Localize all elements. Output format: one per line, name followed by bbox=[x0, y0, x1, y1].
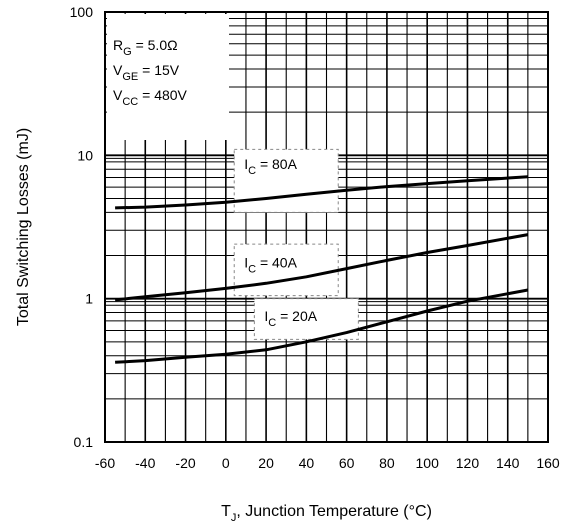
x-tick-label: 60 bbox=[339, 455, 355, 471]
y-tick-label: 1 bbox=[85, 291, 93, 307]
x-tick-label: 0 bbox=[222, 455, 230, 471]
plot-frame bbox=[104, 11, 549, 443]
x-tick-label: -20 bbox=[175, 455, 195, 471]
x-tick-label: -60 bbox=[95, 455, 115, 471]
series-line bbox=[114, 233, 529, 302]
series-line bbox=[115, 175, 528, 210]
series-lines bbox=[114, 175, 529, 364]
test-conditions: RG = 5.0Ω VGE = 15V VCC = 480V bbox=[107, 14, 229, 140]
y-tick-label: 0.1 bbox=[74, 434, 94, 450]
series-label: IC = 40A bbox=[244, 254, 297, 275]
y-tick-label: 10 bbox=[77, 147, 93, 163]
condition-text: VGE = 15V bbox=[113, 62, 180, 83]
x-tick-label: 140 bbox=[496, 455, 520, 471]
condition-text: RG = 5.0Ω bbox=[113, 37, 178, 58]
x-axis-label: TJ, Junction Temperature (°C) bbox=[221, 503, 432, 524]
y-axis-label: Total Switching Losses (mJ) bbox=[15, 128, 32, 326]
tick-labels: -60 -40 -20 0 20 40 60 80 100 120 140 160 0.1 1 10 100 bbox=[70, 4, 560, 471]
x-tick-label: 100 bbox=[416, 455, 440, 471]
series-label: IC = 20A bbox=[264, 308, 317, 329]
x-tick-label: 80 bbox=[379, 455, 395, 471]
x-tick-label: -40 bbox=[135, 455, 155, 471]
x-tick-label: 20 bbox=[258, 455, 274, 471]
x-tick-label: 40 bbox=[299, 455, 315, 471]
x-tick-label: 120 bbox=[456, 455, 480, 471]
x-tick-label: 160 bbox=[536, 455, 560, 471]
series-label-box bbox=[233, 148, 339, 213]
condition-text: VCC = 480V bbox=[113, 87, 188, 108]
y-tick-label: 100 bbox=[70, 4, 94, 20]
conditions-box bbox=[107, 14, 229, 140]
series-label: IC = 80A bbox=[244, 156, 297, 177]
series-line bbox=[115, 288, 529, 364]
series-label-box bbox=[233, 243, 339, 297]
